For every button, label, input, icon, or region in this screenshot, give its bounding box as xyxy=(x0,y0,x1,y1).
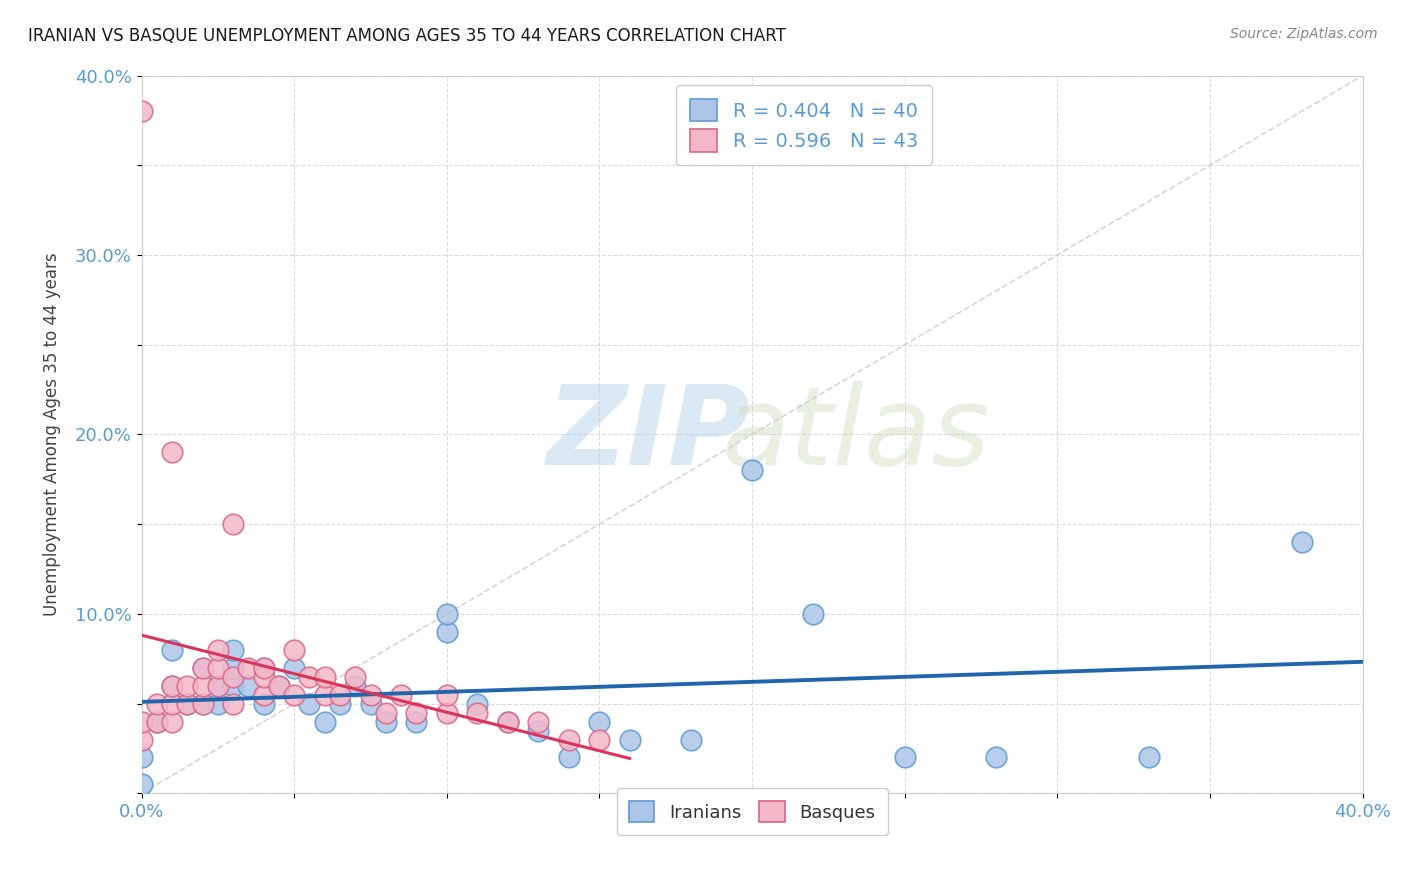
Point xyxy=(253,697,276,711)
Point xyxy=(222,517,245,532)
Point xyxy=(207,697,229,711)
Text: atlas: atlas xyxy=(721,381,990,488)
Point xyxy=(146,714,169,729)
Point xyxy=(160,679,183,693)
Point xyxy=(207,661,229,675)
Point xyxy=(146,714,169,729)
Point xyxy=(314,670,336,684)
Point xyxy=(329,697,352,711)
Point xyxy=(405,714,427,729)
Point xyxy=(160,679,183,693)
Point xyxy=(283,661,305,675)
Point xyxy=(558,750,581,764)
Point xyxy=(360,688,382,702)
Point xyxy=(344,670,367,684)
Point xyxy=(314,714,336,729)
Text: IRANIAN VS BASQUE UNEMPLOYMENT AMONG AGES 35 TO 44 YEARS CORRELATION CHART: IRANIAN VS BASQUE UNEMPLOYMENT AMONG AGE… xyxy=(28,27,786,45)
Point xyxy=(146,697,169,711)
Point xyxy=(160,697,183,711)
Point xyxy=(160,714,183,729)
Point xyxy=(405,706,427,720)
Point xyxy=(191,661,214,675)
Point xyxy=(267,679,290,693)
Legend: Iranians, Basques: Iranians, Basques xyxy=(617,789,887,835)
Point xyxy=(267,679,290,693)
Point xyxy=(191,661,214,675)
Text: Source: ZipAtlas.com: Source: ZipAtlas.com xyxy=(1230,27,1378,41)
Point xyxy=(191,679,214,693)
Point xyxy=(222,670,245,684)
Text: ZIP: ZIP xyxy=(547,381,749,488)
Point xyxy=(222,642,245,657)
Point xyxy=(741,463,763,477)
Point xyxy=(986,750,1008,764)
Point xyxy=(222,697,245,711)
Point xyxy=(253,670,276,684)
Point xyxy=(176,697,198,711)
Point xyxy=(801,607,824,621)
Point xyxy=(298,697,321,711)
Point xyxy=(588,732,610,747)
Point xyxy=(253,688,276,702)
Point xyxy=(558,732,581,747)
Point xyxy=(191,697,214,711)
Point xyxy=(176,697,198,711)
Point xyxy=(588,714,610,729)
Point xyxy=(436,624,458,639)
Point xyxy=(436,706,458,720)
Point xyxy=(893,750,915,764)
Point xyxy=(131,104,153,119)
Point xyxy=(176,679,198,693)
Point xyxy=(467,706,489,720)
Point xyxy=(389,688,412,702)
Point xyxy=(679,732,702,747)
Point xyxy=(496,714,519,729)
Point xyxy=(207,642,229,657)
Point xyxy=(1137,750,1160,764)
Y-axis label: Unemployment Among Ages 35 to 44 years: Unemployment Among Ages 35 to 44 years xyxy=(44,252,60,616)
Point xyxy=(160,445,183,459)
Point xyxy=(131,777,153,791)
Point xyxy=(283,688,305,702)
Point xyxy=(298,670,321,684)
Point xyxy=(238,661,260,675)
Point xyxy=(467,697,489,711)
Point xyxy=(238,679,260,693)
Point xyxy=(222,661,245,675)
Point xyxy=(131,714,153,729)
Point xyxy=(314,688,336,702)
Point xyxy=(436,607,458,621)
Point xyxy=(131,750,153,764)
Point xyxy=(207,679,229,693)
Point xyxy=(1291,535,1313,549)
Point xyxy=(207,679,229,693)
Point xyxy=(253,661,276,675)
Point xyxy=(222,679,245,693)
Point xyxy=(436,688,458,702)
Point xyxy=(131,732,153,747)
Point xyxy=(527,714,550,729)
Point xyxy=(344,679,367,693)
Point xyxy=(374,714,396,729)
Point xyxy=(496,714,519,729)
Point xyxy=(527,723,550,738)
Point xyxy=(253,661,276,675)
Point xyxy=(191,697,214,711)
Point xyxy=(360,697,382,711)
Point xyxy=(374,706,396,720)
Point xyxy=(283,642,305,657)
Point xyxy=(160,642,183,657)
Point xyxy=(329,688,352,702)
Point xyxy=(619,732,641,747)
